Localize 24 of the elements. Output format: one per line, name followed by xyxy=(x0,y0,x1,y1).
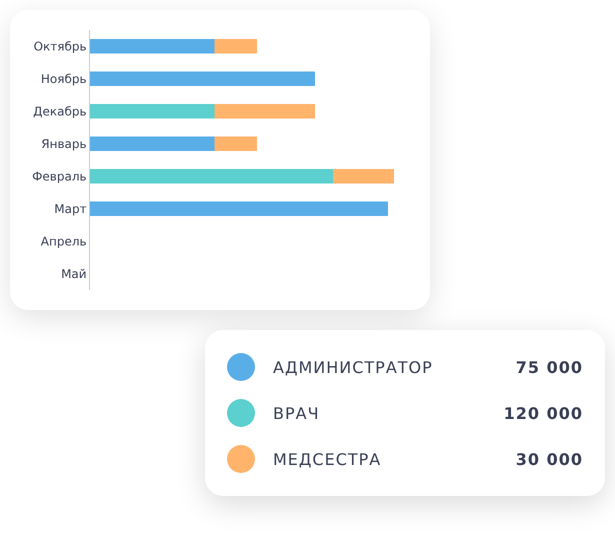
bar xyxy=(90,201,388,216)
y-tick-label: Октябрь xyxy=(34,39,87,54)
bar xyxy=(90,168,334,184)
bar xyxy=(333,168,394,184)
bar xyxy=(90,38,215,54)
legend-label: МЕДСЕСТРА xyxy=(273,450,382,468)
y-tick-label: Апрель xyxy=(40,234,87,248)
bar xyxy=(90,71,315,86)
y-tick-label: Февраль xyxy=(32,169,87,184)
y-tick-label: Декабрь xyxy=(33,104,87,118)
bar xyxy=(90,104,215,119)
bar xyxy=(214,136,258,152)
text: 30 000 xyxy=(516,450,583,468)
bar xyxy=(90,136,215,152)
text: 75 000 xyxy=(516,358,583,376)
y-tick-label: Май xyxy=(61,266,87,281)
y-tick-label: Ноябрь xyxy=(40,72,87,86)
text: 120 000 xyxy=(504,404,583,422)
legend-label: АДМИНИСТРАТОР xyxy=(273,358,434,376)
bar xyxy=(214,104,315,119)
y-tick-label: Март xyxy=(54,202,87,216)
bar xyxy=(214,38,258,54)
y-tick-label: Январь xyxy=(41,136,87,151)
legend-label: ВРАЧ xyxy=(273,404,321,422)
